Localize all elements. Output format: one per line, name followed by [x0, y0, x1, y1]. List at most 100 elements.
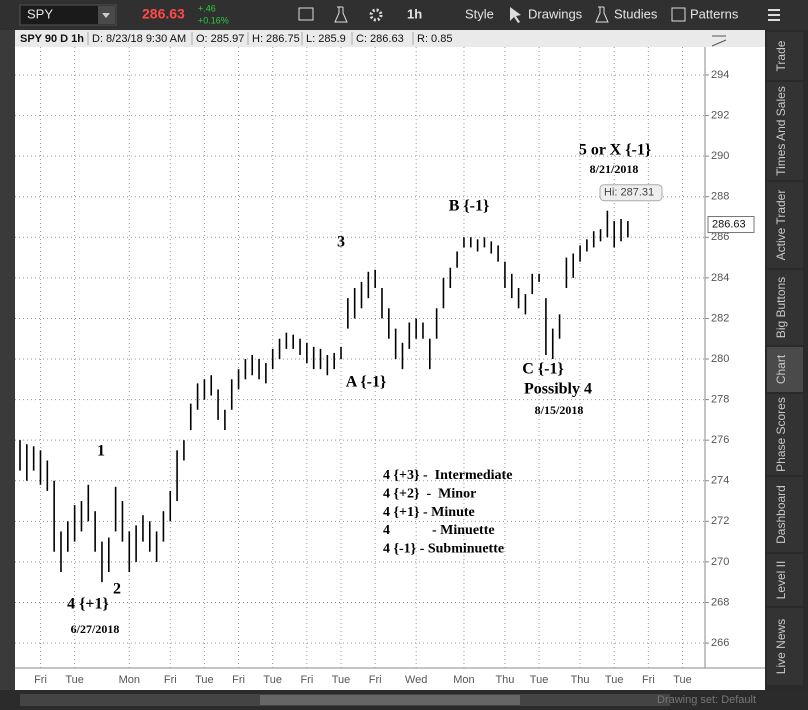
wave-annotation: 1 — [97, 443, 105, 460]
y-tick-label: 278 — [711, 394, 729, 406]
side-tab-label: Dashboard — [774, 485, 788, 544]
toolbar — [0, 0, 808, 30]
y-tick-label: 272 — [711, 515, 729, 527]
side-tab[interactable] — [767, 270, 803, 345]
dropdown-arrow — [102, 13, 110, 18]
y-tick-label: 268 — [711, 596, 729, 608]
side-tab[interactable] — [767, 554, 803, 606]
x-tick-label: Tue — [673, 674, 692, 686]
last-price-box — [707, 216, 755, 234]
y-tick-label: 294 — [711, 69, 729, 81]
studies-icon — [595, 6, 609, 23]
change: +.46 — [198, 3, 216, 13]
legend-note: 4 {+1} - Minute — [383, 505, 475, 520]
flask-icon[interactable] — [334, 6, 348, 23]
y-tick-label: 266 — [711, 637, 729, 649]
y-tick-label: 276 — [711, 434, 729, 446]
side-tab[interactable] — [767, 32, 803, 80]
x-tick-label: Tue — [263, 674, 282, 686]
legend-note: 4 {+2} - Minor — [383, 487, 476, 502]
wave-annotation: A {-1} — [346, 374, 387, 391]
side-tab-label: Times And Sales — [774, 86, 788, 176]
share-icon[interactable] — [298, 7, 314, 21]
symbol-input[interactable] — [19, 4, 117, 26]
side-tab-label: Chart — [774, 354, 788, 384]
info-field: D: 8/23/18 9:30 AM — [92, 33, 186, 45]
x-tick-label: Fri — [369, 674, 382, 686]
y-tick-label: 292 — [711, 109, 729, 121]
wave-annotation: 8/15/2018 — [535, 403, 584, 417]
left-strip — [0, 30, 15, 690]
y-tick-label: 284 — [711, 272, 729, 284]
patterns-icon — [671, 7, 686, 22]
x-tick-label: Thu — [495, 674, 514, 686]
change-pct: +0.16% — [198, 15, 229, 25]
side-tab[interactable] — [767, 82, 803, 180]
side-tab-label: Active Trader — [774, 190, 788, 261]
x-tick-label: Mon — [453, 674, 474, 686]
info-group: SPY 90 D 1h D: 8/23/18 9:30 AM O: 285.97 H:… — [20, 32, 452, 45]
x-tick-label: Fri — [232, 674, 245, 686]
info-field: O: 285.97 — [196, 33, 244, 45]
wave-annotation: 2 — [113, 581, 121, 598]
x-tick-label: Tue — [530, 674, 549, 686]
y-tick-label: 288 — [711, 191, 729, 203]
x-tick-label: Tue — [195, 674, 214, 686]
last-price: 286.63 — [142, 6, 185, 22]
interval[interactable]: 1h — [407, 6, 422, 21]
symbol: SPY — [27, 6, 53, 21]
x-tick-label: Thu — [571, 674, 590, 686]
x-tick-label: Tue — [605, 674, 624, 686]
x-tick-label: Tue — [65, 674, 84, 686]
last-price-label: 286.63 — [712, 218, 746, 230]
y-tick-label: 290 — [711, 150, 729, 162]
cursor-icon — [510, 7, 521, 23]
x-tick-label: Fri — [642, 674, 655, 686]
info-bar — [15, 30, 765, 47]
menu-icon[interactable] — [768, 9, 780, 21]
x-tick-label: Wed — [405, 674, 427, 686]
side-tab-label: Trade — [774, 40, 788, 71]
y-tick-label: 280 — [711, 353, 729, 365]
wave-annotation: 8/21/2018 — [590, 162, 639, 176]
side-tab[interactable] — [767, 477, 803, 552]
studies-button[interactable]: Studies — [614, 6, 658, 21]
drawing-tool-icon[interactable] — [711, 35, 727, 47]
side-tab[interactable] — [767, 182, 803, 268]
x-tick-label: Tue — [332, 674, 351, 686]
drawing-set: Drawing set: Default — [657, 694, 756, 706]
info-field: H: 286.75 — [252, 33, 300, 45]
legend-note: 4 {+3} - Intermediate — [383, 468, 512, 483]
y-tick-label: 274 — [711, 475, 729, 487]
x-tick-label: Mon — [119, 674, 140, 686]
side-tab-label: Big Buttons — [774, 277, 788, 338]
info-field: R: 0.85 — [417, 33, 452, 45]
side-tab[interactable] — [767, 394, 803, 475]
side-tab[interactable] — [767, 347, 803, 392]
wave-annotation: 3 — [337, 234, 345, 251]
wave-annotation: Possibly 4 — [524, 381, 592, 398]
legend-note: 4 - Minuette — [383, 523, 495, 538]
scroll-thumb[interactable] — [260, 695, 520, 705]
settings-icon[interactable] — [369, 8, 383, 22]
wave-annotation: C {-1} — [522, 361, 564, 378]
info-field: L: 285.9 — [306, 33, 346, 45]
drawings-button[interactable]: Drawings — [528, 6, 583, 21]
side-tab-label: Live News — [774, 619, 788, 674]
side-tab[interactable] — [767, 608, 803, 685]
high-marker-box — [599, 184, 663, 202]
plot: 266 268 270 272 274 276 278 280 282 284 286 288 290 2… — [15, 35, 755, 686]
info-field: SPY 90 D 1h — [20, 33, 84, 45]
x-tick-label: Fri — [164, 674, 177, 686]
side-tab-label: Level II — [774, 561, 788, 600]
tabs: Trade Times And Sales Active Trader Big But… — [767, 32, 803, 685]
y-tick-label: 286 — [711, 231, 729, 243]
y-tick-label: 270 — [711, 556, 729, 568]
wave-annotation: B {-1} — [449, 198, 490, 215]
x-tick-label: Fri — [34, 674, 47, 686]
wave-annotation: 4 {+1} — [67, 596, 109, 613]
chart-area — [15, 47, 765, 690]
patterns-button[interactable]: Patterns — [690, 6, 739, 21]
side-tab-label: Phase Scores — [774, 397, 788, 472]
style-button[interactable]: Style — [465, 6, 494, 21]
